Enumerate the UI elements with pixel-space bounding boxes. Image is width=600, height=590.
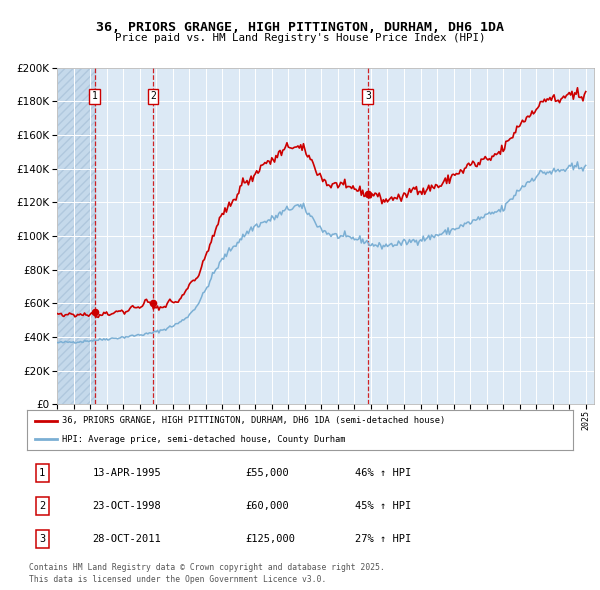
Text: HPI: Average price, semi-detached house, County Durham: HPI: Average price, semi-detached house,… bbox=[62, 435, 346, 444]
Text: 3: 3 bbox=[39, 534, 46, 544]
Text: 45% ↑ HPI: 45% ↑ HPI bbox=[355, 501, 411, 511]
Text: £60,000: £60,000 bbox=[245, 501, 289, 511]
Text: 2: 2 bbox=[39, 501, 46, 511]
Text: 3: 3 bbox=[365, 91, 371, 101]
Text: 1: 1 bbox=[92, 91, 98, 101]
Text: Price paid vs. HM Land Registry's House Price Index (HPI): Price paid vs. HM Land Registry's House … bbox=[115, 33, 485, 43]
Text: £55,000: £55,000 bbox=[245, 468, 289, 478]
Text: 27% ↑ HPI: 27% ↑ HPI bbox=[355, 534, 411, 544]
Text: 36, PRIORS GRANGE, HIGH PITTINGTON, DURHAM, DH6 1DA (semi-detached house): 36, PRIORS GRANGE, HIGH PITTINGTON, DURH… bbox=[62, 417, 446, 425]
Text: 13-APR-1995: 13-APR-1995 bbox=[92, 468, 161, 478]
Text: 1: 1 bbox=[39, 468, 46, 478]
Text: 28-OCT-2011: 28-OCT-2011 bbox=[92, 534, 161, 544]
Text: 46% ↑ HPI: 46% ↑ HPI bbox=[355, 468, 411, 478]
Text: £125,000: £125,000 bbox=[245, 534, 295, 544]
Bar bbox=[57, 68, 95, 404]
Text: 2: 2 bbox=[150, 91, 156, 101]
Text: 36, PRIORS GRANGE, HIGH PITTINGTON, DURHAM, DH6 1DA: 36, PRIORS GRANGE, HIGH PITTINGTON, DURH… bbox=[96, 21, 504, 34]
Bar bbox=[57, 68, 95, 404]
Text: This data is licensed under the Open Government Licence v3.0.: This data is licensed under the Open Gov… bbox=[29, 575, 326, 584]
Text: Contains HM Land Registry data © Crown copyright and database right 2025.: Contains HM Land Registry data © Crown c… bbox=[29, 563, 385, 572]
Text: 23-OCT-1998: 23-OCT-1998 bbox=[92, 501, 161, 511]
